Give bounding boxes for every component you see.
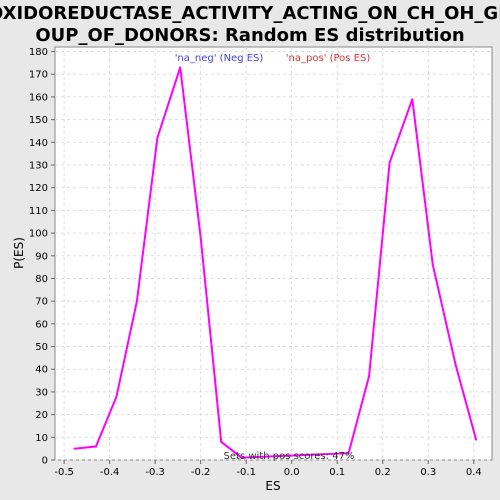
y-tick-label: 30 xyxy=(35,387,48,398)
x-tick-label: 0.2 xyxy=(375,467,391,478)
y-tick-label: 120 xyxy=(29,183,48,194)
x-axis-label: ES xyxy=(265,479,280,493)
data-point xyxy=(73,447,76,450)
legend-neg: 'na_neg' (Neg ES) xyxy=(175,53,264,64)
x-tick-label: 0.4 xyxy=(466,467,482,478)
grid xyxy=(55,47,492,461)
data-point xyxy=(411,98,414,101)
x-tick-label: 0.3 xyxy=(420,467,436,478)
y-tick-label: 160 xyxy=(29,92,48,103)
y-tick-label: 60 xyxy=(35,319,48,330)
data-point xyxy=(156,136,159,139)
data-point xyxy=(199,236,202,239)
pos-score-annotation: Sets with pos scores: 47% xyxy=(224,451,355,462)
y-axis: 0 10 20 30 40 50 60 70 80 90 100 110 120 130 140 150 160… xyxy=(29,47,55,467)
y-tick-label: 110 xyxy=(29,206,48,217)
data-point xyxy=(115,395,118,398)
y-tick-label: 90 xyxy=(35,251,48,262)
y-tick-label: 150 xyxy=(29,115,48,126)
data-point xyxy=(94,445,97,448)
y-tick-label: 0 xyxy=(42,456,48,467)
data-point xyxy=(220,440,223,443)
y-tick-label: 40 xyxy=(35,365,48,376)
y-tick-label: 180 xyxy=(29,47,48,58)
y-tick-label: 70 xyxy=(35,297,48,308)
y-tick-label: 20 xyxy=(35,410,48,421)
x-tick-label: 0.0 xyxy=(284,467,300,478)
y-tick-label: 170 xyxy=(29,70,48,81)
series-line xyxy=(74,67,478,459)
y-tick-label: 100 xyxy=(29,229,48,240)
plot-area xyxy=(54,46,493,461)
data-point xyxy=(475,438,478,441)
x-tick-label: -0.3 xyxy=(145,467,165,478)
chart-title-line-1: OXIDOREDUCTASE_ACTIVITY_ACTING_ON_CH_OH_… xyxy=(0,3,500,24)
data-point xyxy=(179,66,182,69)
legend-pos: 'na_pos' (Pos ES) xyxy=(286,53,371,64)
data-point xyxy=(388,161,391,164)
data-point xyxy=(454,363,457,366)
x-tick-label: -0.2 xyxy=(191,467,211,478)
series-layer xyxy=(73,66,478,459)
y-axis-label: P(ES) xyxy=(12,237,26,269)
y-tick-label: 140 xyxy=(29,138,48,149)
data-point xyxy=(431,263,434,266)
y-tick-label: 10 xyxy=(35,433,48,444)
chart-title-line-2: OUP_OF_DONORS: Random ES distribution xyxy=(35,25,464,46)
x-tick-label: -0.1 xyxy=(236,467,256,478)
data-point xyxy=(347,452,350,455)
y-tick-label: 80 xyxy=(35,274,48,285)
data-point xyxy=(240,456,243,459)
y-tick-label: 130 xyxy=(29,161,48,172)
x-tick-label: 0.1 xyxy=(329,467,345,478)
data-point xyxy=(368,375,371,378)
x-tick-label: -0.5 xyxy=(54,467,74,478)
y-tick-label: 50 xyxy=(35,342,48,353)
data-point xyxy=(135,300,138,303)
x-axis: -0.5 -0.4 -0.3 -0.2 -0.1 0.0 0.1 0.2 0.3 0.4 xyxy=(54,460,482,478)
x-tick-label: -0.4 xyxy=(100,467,120,478)
